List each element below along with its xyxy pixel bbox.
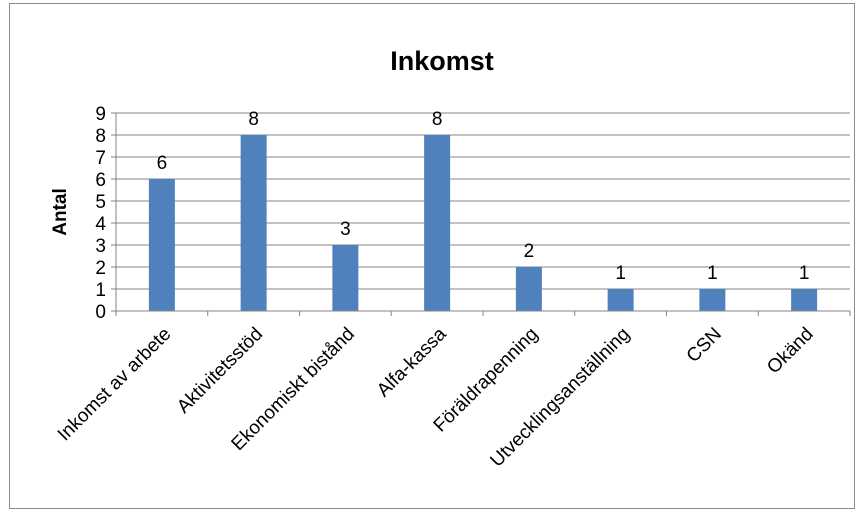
y-tick-label: 7 <box>95 148 106 169</box>
y-tick-label: 0 <box>95 302 106 323</box>
category-labels: Inkomst av arbeteAktivitetsstödEkonomisk… <box>54 323 818 471</box>
data-label: 3 <box>340 219 351 240</box>
data-label: 1 <box>707 263 718 284</box>
y-tick-label: 5 <box>95 192 106 213</box>
y-tick-label: 2 <box>95 258 106 279</box>
y-axis-label: Antal <box>50 188 71 236</box>
data-label: 2 <box>524 241 535 262</box>
chart-title: Inkomst <box>390 46 494 76</box>
bar <box>791 289 818 311</box>
bar <box>699 289 726 311</box>
y-tick-label: 9 <box>95 104 106 125</box>
y-tick-label: 8 <box>95 126 106 147</box>
data-label: 8 <box>248 109 259 130</box>
y-tick-label: 6 <box>95 170 106 191</box>
bar <box>148 179 175 311</box>
category-label: Alfa-kassa <box>373 323 451 401</box>
data-label: 1 <box>799 263 810 284</box>
data-label: 1 <box>615 263 626 284</box>
bar <box>424 135 451 311</box>
data-label: 6 <box>157 153 168 174</box>
y-tick-label: 4 <box>95 214 106 235</box>
category-label: Aktivitetsstöd <box>173 324 267 418</box>
category-label: Okänd <box>763 324 817 378</box>
bar <box>332 245 359 311</box>
y-tick-label: 3 <box>95 236 106 257</box>
bar <box>240 135 267 311</box>
gridlines <box>116 112 850 290</box>
y-tick-label: 1 <box>95 280 106 301</box>
bars <box>148 135 818 311</box>
bar <box>607 289 634 311</box>
category-label: Inkomst av arbete <box>54 324 176 446</box>
data-label: 8 <box>432 109 443 130</box>
data-labels: 6 8 3 8 2 1 1 1 <box>157 109 810 284</box>
bar <box>515 267 542 311</box>
category-label: CSN <box>683 324 726 367</box>
